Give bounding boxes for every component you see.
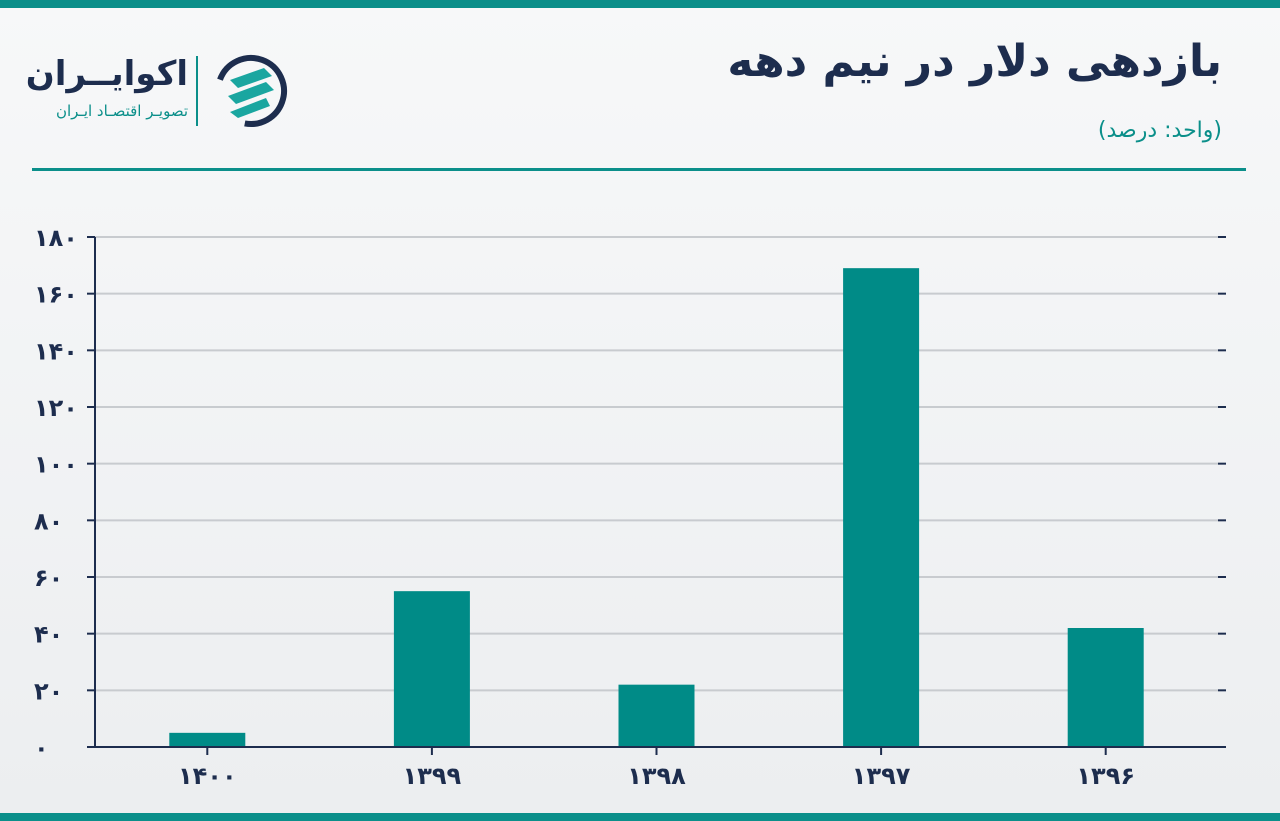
- y-tick-label: ۱۸۰: [34, 224, 78, 252]
- bars: [169, 268, 1144, 747]
- x-tick-label: ۱۳۹۹: [403, 762, 462, 790]
- x-tick-label: ۱۴۰۰: [178, 762, 237, 790]
- x-tick-label: ۱۳۹۷: [852, 762, 911, 790]
- brand-separator: [196, 56, 198, 126]
- header-divider: [32, 168, 1246, 171]
- y-tick-label: ۰: [34, 734, 49, 762]
- y-tick-label: ۱۰۰: [34, 451, 78, 479]
- grid-lines: [95, 236, 1218, 748]
- brand-name: اکوایــران: [25, 54, 188, 94]
- y-tick-label: ۲۰: [34, 677, 63, 705]
- y-tick-label: ۸۰: [34, 507, 63, 535]
- y-tick-label: ۶۰: [34, 564, 63, 592]
- y-tick-label: ۱۶۰: [34, 281, 78, 309]
- y-tick-label: ۱۲۰: [34, 394, 78, 422]
- ecoiran-logo-icon: [215, 55, 287, 127]
- bottom-accent-bar: [0, 813, 1280, 821]
- bar: [169, 732, 246, 747]
- bar-chart: ۰ ۲۰ ۴۰ ۶۰ ۸۰ ۱۰۰ ۱۲۰ ۱۴۰ ۱۶۰ ۱۸۰ ۱۴۰۰ ۱۳۹۹ ۱۳۹۸ ۱۳۹۷…: [34, 224, 1226, 790]
- y-tick-label: ۱۴۰: [34, 337, 78, 365]
- x-tick-label: ۱۳۹۶: [1076, 762, 1135, 790]
- chart-unit: (واحد: درصد): [1097, 118, 1222, 143]
- y-tick-label: ۴۰: [34, 621, 63, 649]
- bar: [393, 591, 470, 747]
- bar: [843, 268, 920, 747]
- top-accent-bar: [0, 0, 1280, 8]
- brand-tagline: تصویـر اقتصـاد ایـران: [55, 102, 188, 120]
- x-tick-label: ۱۳۹۸: [627, 762, 686, 790]
- brand-block: اکوایــران تصویـر اقتصـاد ایـران: [26, 52, 300, 132]
- bar: [1067, 628, 1144, 747]
- axes: ۰ ۲۰ ۴۰ ۶۰ ۸۰ ۱۰۰ ۱۲۰ ۱۴۰ ۱۶۰ ۱۸۰ ۱۴۰۰ ۱۳۹۹ ۱۳۹۸ ۱۳۹۷…: [34, 224, 1226, 790]
- bar: [618, 684, 695, 747]
- chart-title: بازدهی دلار در نیم دهه: [727, 36, 1222, 87]
